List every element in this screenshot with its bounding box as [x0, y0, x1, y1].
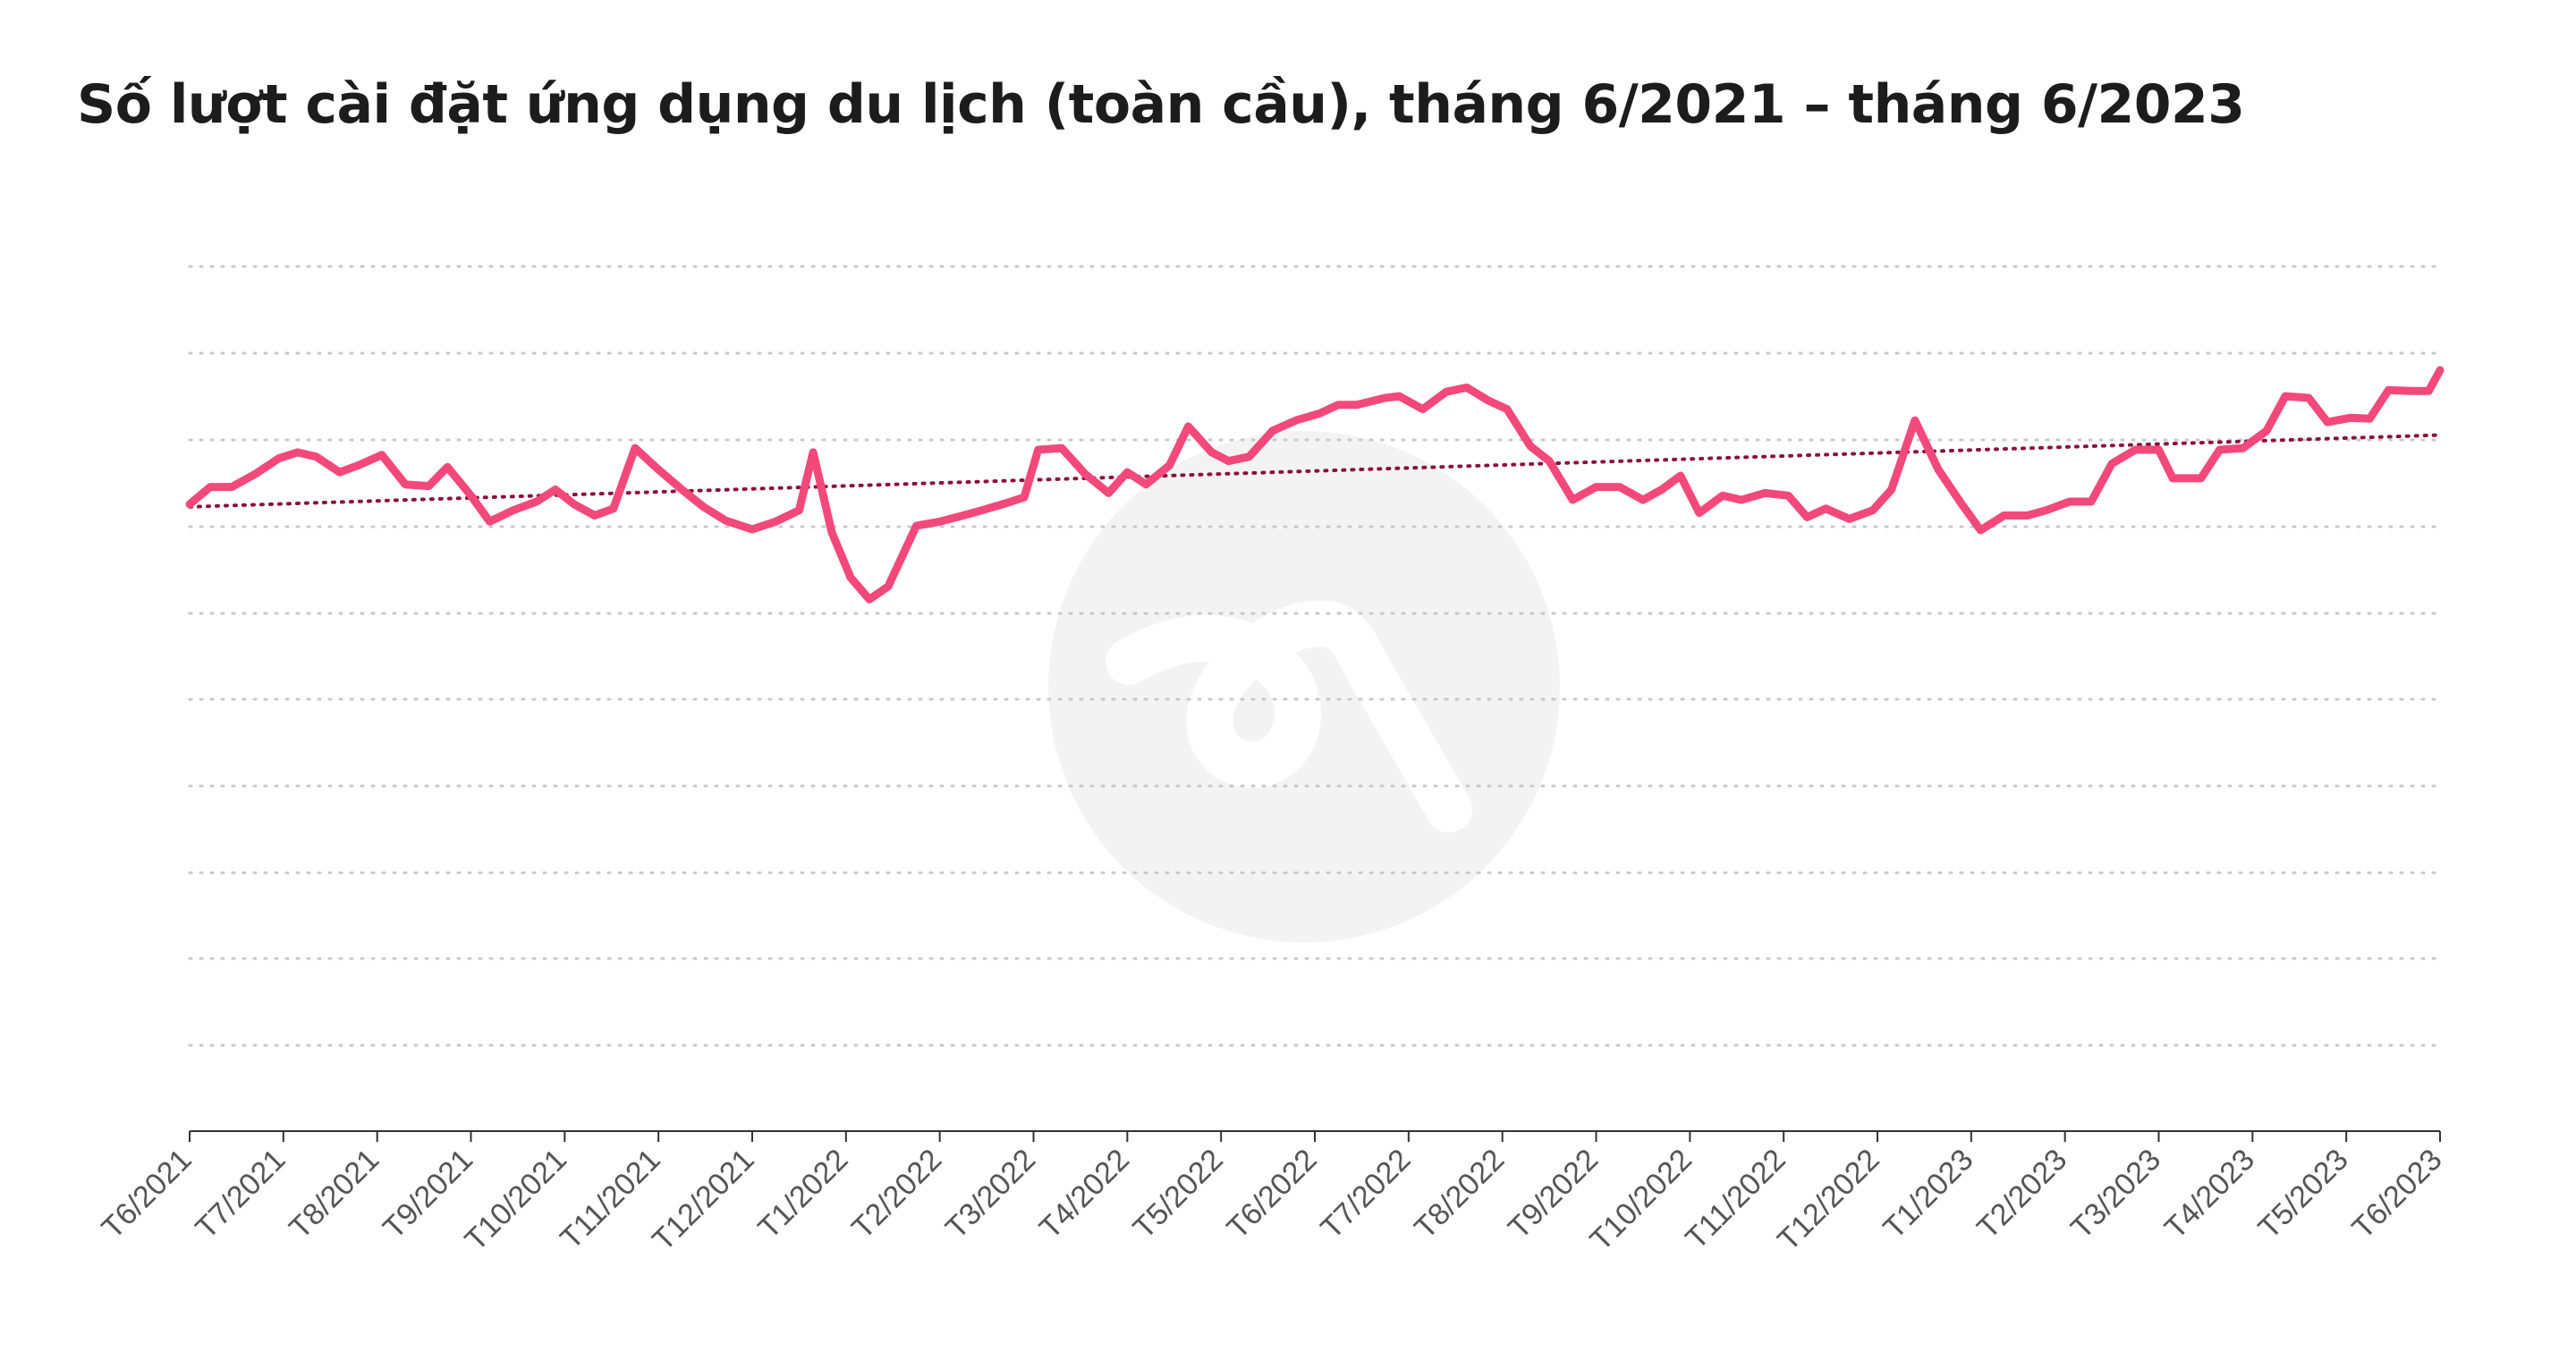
- x-tick-label: T12/2022: [1771, 1143, 1885, 1257]
- x-tick-label: T5/2022: [1127, 1143, 1230, 1246]
- x-tick-label: T2/2023: [1970, 1143, 2073, 1246]
- x-tick-label: T8/2021: [283, 1143, 386, 1246]
- x-tick-label: T3/2022: [939, 1143, 1042, 1246]
- x-tick-label: T1/2023: [1877, 1143, 1979, 1246]
- series-line: [185, 366, 2445, 604]
- x-axis: T6/2021T7/2021T8/2021T9/2021T10/2021T11/…: [96, 1130, 2449, 1257]
- series-layer: [185, 366, 2445, 604]
- x-tick-label: T7/2021: [189, 1143, 292, 1246]
- x-tick-label: T6/2021: [96, 1143, 199, 1246]
- x-tick-label: T6/2023: [2346, 1143, 2449, 1246]
- gridlines: [188, 265, 2442, 1047]
- x-tick-label: T10/2022: [1584, 1143, 1699, 1257]
- x-tick-label: T10/2021: [459, 1143, 573, 1257]
- x-tick-label: T11/2022: [1679, 1143, 1792, 1256]
- watermark-mark: [1106, 600, 1472, 832]
- x-tick-label: T5/2023: [2252, 1143, 2355, 1246]
- x-tick-label: T12/2021: [646, 1143, 760, 1257]
- x-tick-label: T7/2022: [1314, 1143, 1417, 1246]
- watermark-logo-icon: [1048, 431, 1560, 942]
- x-tick-label: T4/2023: [2158, 1143, 2261, 1246]
- x-tick-label: T2/2022: [845, 1143, 948, 1246]
- x-tick-label: T6/2022: [1221, 1143, 1324, 1246]
- x-tick-label: T4/2022: [1033, 1143, 1136, 1246]
- x-tick-label: T8/2022: [1408, 1143, 1511, 1246]
- chart-title: Số lượt cài đặt ứng dụng du lịch (toàn c…: [77, 73, 2245, 136]
- x-tick-label: T3/2023: [2064, 1143, 2167, 1246]
- x-tick-label: T11/2021: [554, 1143, 667, 1256]
- x-tick-label: T1/2022: [751, 1143, 854, 1246]
